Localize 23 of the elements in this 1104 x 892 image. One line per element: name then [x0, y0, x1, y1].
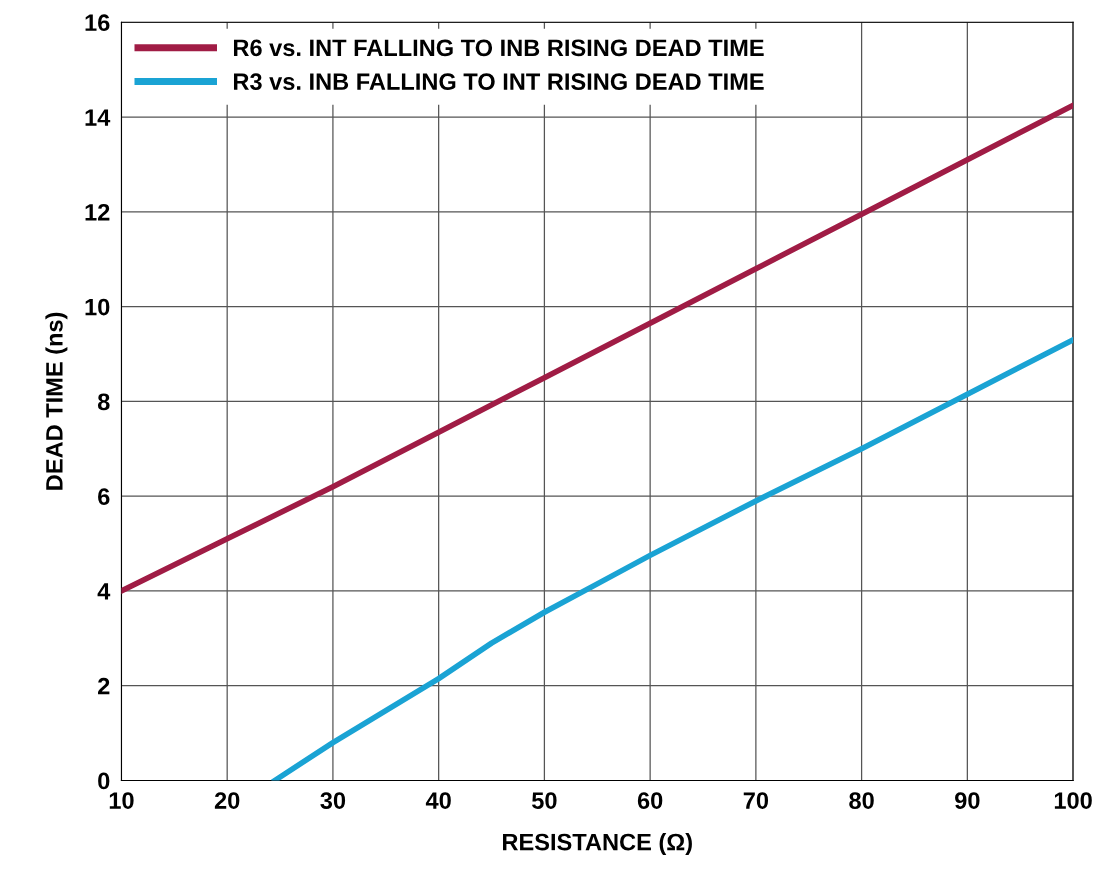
x-tick-label: 20	[214, 792, 240, 809]
legend-label: R6 vs. INT FALLING TO INB RISING DEAD TIME	[233, 39, 764, 57]
x-tick-label: 80	[849, 792, 874, 809]
x-tick-label: 60	[637, 792, 663, 809]
y-tick-label: 14	[85, 109, 111, 126]
y-tick-label: 0	[98, 772, 110, 790]
x-tick-label: 30	[320, 792, 346, 809]
x-tick-label: 70	[743, 792, 769, 809]
y-tick-label: 4	[97, 583, 111, 600]
x-axis-title: RESISTANCE (Ω)	[503, 833, 692, 856]
x-tick-label: 10	[109, 792, 134, 809]
x-tick-label: 90	[955, 792, 980, 809]
y-tick-label: 12	[85, 203, 110, 221]
y-tick-label: 8	[97, 393, 110, 411]
x-tick-label: 40	[425, 792, 451, 809]
y-tick-label: 6	[98, 488, 110, 505]
x-tick-label: 50	[531, 792, 557, 809]
y-tick-label: 2	[98, 677, 110, 695]
y-axis-title: DEAD TIME (ns)	[45, 312, 68, 490]
y-tick-label: 16	[85, 14, 110, 32]
x-tick-label: 100	[1054, 792, 1092, 809]
y-tick-label: 10	[85, 298, 110, 316]
legend-label: R3 vs. INB FALLING TO INT RISING DEAD TIME	[233, 73, 764, 91]
